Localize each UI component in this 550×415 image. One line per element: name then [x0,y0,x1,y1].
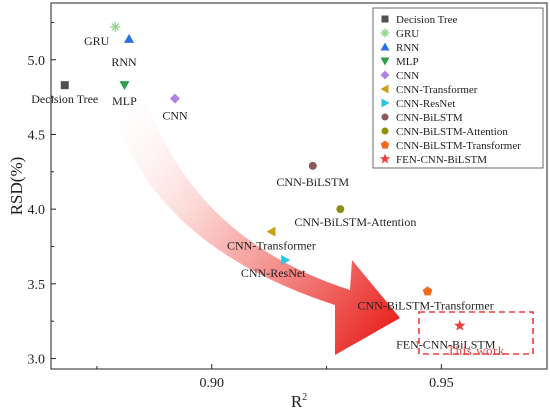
point-label-fen-cnn-bilstm: FEN-CNN-BiLSTM [396,338,496,352]
legend-label-cnn-resnet: CNN-ResNet [396,98,455,110]
trend-arrow [111,99,400,355]
point-cnn-transformer [266,226,276,237]
legend: Decision Tree GRU RNN MLP CNN CNN-Transformer… [372,7,544,169]
legend-label-cnn: CNN [396,70,419,82]
legend-label-gru: GRU [396,28,419,40]
point-label-decision-tree: Decision Tree [31,92,98,106]
point-rnn [124,33,135,43]
point-label-cnn-bilstm-attention: CNN-BiLSTM-Attention [294,215,416,229]
y-tick-label: 3.5 [28,278,46,293]
highlight-box [418,311,534,355]
y-tick-label: 5.0 [28,54,46,69]
point-label-cnn: CNN [162,109,188,123]
legend-marker-fen-cnn-bilstm [379,153,391,164]
legend-marker-cnn-transformer [380,84,389,94]
point-label-rnn: RNN [111,55,137,69]
point-mlp [119,81,130,91]
point-label-cnn-bilstm-transformer: CNN-BiLSTM-Transformer [357,298,493,312]
point-gru [110,21,121,32]
point-labels: Decision TreeGRURNNMLPCNNCNN-Transformer… [31,34,495,352]
x-tick-label: 0.95 [429,376,454,391]
legend-label-cnn-bilstm-transformer: CNN-BiLSTM-Transformer [396,140,521,152]
x-tick-label: 0.90 [199,376,224,391]
point-cnn-bilstm [308,161,317,170]
legend-marker-rnn [380,42,390,51]
plot-area [50,2,548,370]
x-axis-title-superscript: 2 [302,392,307,403]
legend-marker-decision-tree [381,15,389,23]
point-label-cnn-resnet: CNN-ResNet [241,266,306,280]
y-tick-label: 3.0 [28,353,46,368]
point-label-gru: GRU [84,34,110,48]
legend-box [372,7,544,169]
legend-marker-cnn-bilstm-transformer [380,140,390,149]
legend-marker-cnn-bilstm [381,113,389,121]
x-axis-title: R2 [291,392,307,411]
legend-marker-cnn [380,70,390,80]
point-cnn-bilstm-attention [336,205,345,214]
point-label-mlp: MLP [112,94,137,108]
legend-label-fen-cnn-bilstm: FEN-CNN-BiLSTM [396,154,487,166]
point-decision-tree [60,81,69,90]
point-label-cnn-bilstm: CNN-BiLSTM [276,175,349,189]
axis-ticks: 0.90 0.95 3.0 3.5 4.0 4.5 5.0 [28,21,454,391]
legend-marker-cnn-bilstm-attention [381,127,389,135]
legend-marker-gru [380,28,390,38]
legend-label-cnn-bilstm-attention: CNN-BiLSTM-Attention [396,126,508,138]
legend-marker-mlp [380,57,390,66]
legend-label-cnn-bilstm: CNN-BiLSTM [396,112,463,124]
y-axis-title: RSD(%) [7,157,26,216]
point-label-cnn-transformer: CNN-Transformer [227,239,316,253]
point-cnn [170,93,180,104]
legend-label-cnn-transformer: CNN-Transformer [396,84,478,96]
point-cnn-resnet [281,254,291,265]
point-fen-cnn-bilstm [454,319,466,331]
annotation-this-work: This work [447,343,505,358]
legend-label-rnn: RNN [396,42,419,54]
legend-label-decision-tree: Decision Tree [396,14,458,26]
legend-label-mlp: MLP [396,56,419,68]
data-points [60,21,466,331]
point-cnn-bilstm-transformer [422,286,433,296]
y-tick-label: 4.0 [28,203,46,218]
legend-marker-cnn-resnet [381,98,390,108]
y-tick-label: 4.5 [28,128,46,143]
